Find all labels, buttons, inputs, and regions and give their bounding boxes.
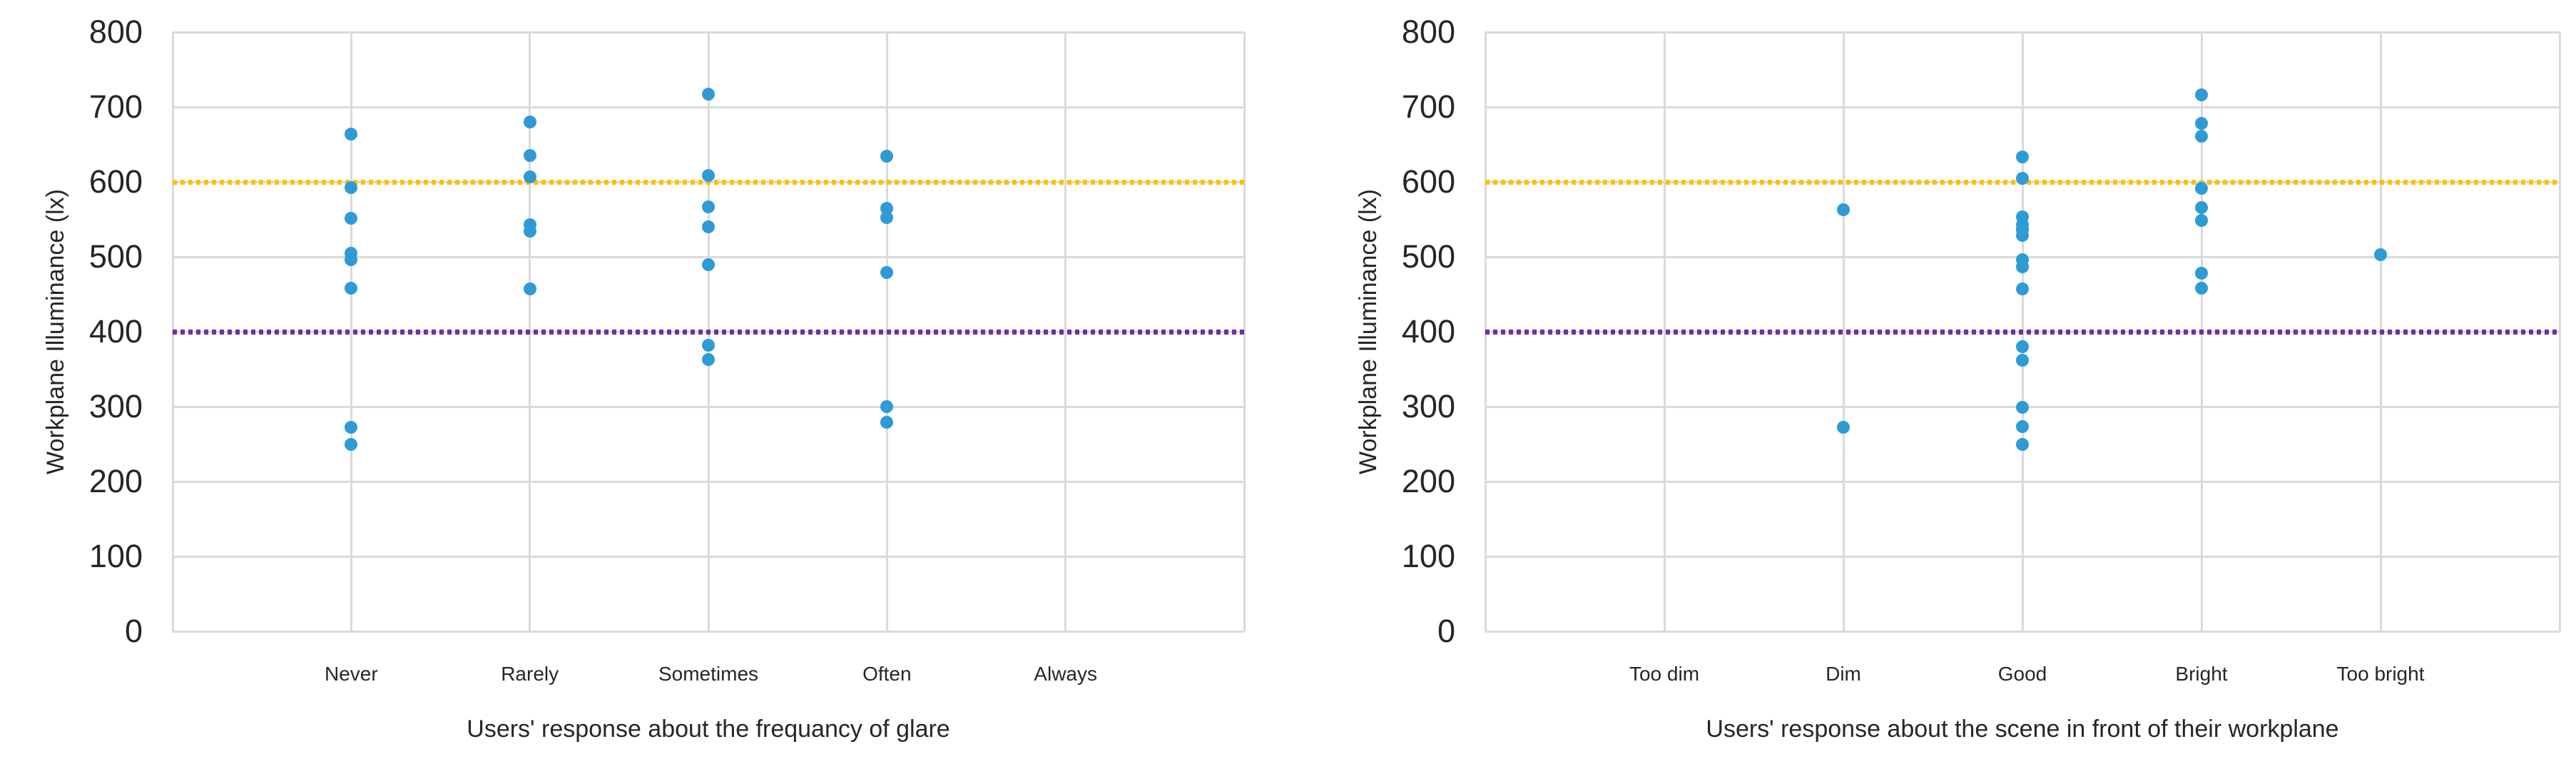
data-point [702,220,715,233]
data-point [702,200,715,213]
data-point [345,437,358,451]
data-point [2016,401,2029,414]
data-point [2195,282,2208,295]
data-point [2016,340,2029,353]
category-label: Always [1034,663,1098,685]
category-label: Good [1997,663,2047,685]
category-label: Sometimes [658,663,759,685]
data-point [2195,117,2208,131]
category-label: Often [862,663,912,685]
y-tick-label: 700 [88,88,143,125]
data-point [345,253,358,267]
data-point [2016,171,2029,185]
data-point [2195,129,2208,143]
x-axis-title: Users' response about the scene in front… [1706,715,2339,743]
data-point [702,338,715,352]
y-tick-label: 700 [1401,88,1455,125]
y-tick-label: 300 [88,388,143,424]
data-point [1837,421,1850,434]
data-point [880,201,894,215]
category-label: Too dim [1629,663,1700,685]
data-point [702,258,715,271]
y-tick-label: 0 [1437,613,1455,649]
y-tick-label: 0 [124,613,143,649]
data-point [2195,200,2208,214]
data-point [2016,282,2029,296]
data-point [2016,151,2029,164]
reference-line-400 [173,329,1244,335]
y-tick-label: 300 [1401,388,1455,424]
gridline-vertical [1243,32,1246,631]
data-point [523,225,536,238]
y-tick-label: 600 [88,163,143,200]
y-tick-label: 800 [1401,14,1455,50]
data-point [2195,213,2208,227]
data-point [523,170,536,183]
data-point [2195,88,2208,102]
data-point [880,266,894,280]
data-point [523,149,536,163]
data-point [2016,437,2029,451]
plot-area [1484,31,2561,633]
data-point [345,127,358,141]
y-tick-label: 200 [1401,463,1455,499]
data-point [2195,267,2208,280]
data-point [1837,203,1850,216]
category-label: Dim [1826,663,1861,685]
data-point [523,282,536,296]
data-point [702,352,715,366]
y-tick-label: 200 [88,463,143,499]
data-point [880,416,894,429]
data-point [702,168,715,182]
y-tick-label: 500 [1401,238,1455,275]
category-label: Bright [2175,663,2228,685]
glare-frequency-chart: Workplane Illuminance (lx) 0 100 200 300 400… [0,0,1246,769]
data-point [2374,248,2387,261]
category-label: Never [324,663,378,685]
gridline-horizontal [173,630,1244,633]
reference-line-400 [1485,329,2560,335]
y-tick-label: 100 [1401,538,1455,574]
gridline-horizontal [1485,630,2560,633]
category-label: Too bright [2336,663,2425,685]
data-point [2016,228,2029,242]
y-tick-label: 500 [88,238,143,275]
y-tick-label: 400 [88,313,143,350]
data-point [880,150,894,163]
data-point [702,88,715,101]
scene-response-chart: Workplane Illuminance (lx) 0 100 200 300 400… [1288,0,2576,769]
category-label: Rarely [501,663,559,685]
y-axis-tick-labels: 0 100 200 300 400 500 600 700 800 [0,0,143,769]
data-point [2016,420,2029,434]
plot-area [171,31,1246,633]
data-point [523,116,536,128]
y-tick-label: 600 [1401,163,1455,200]
data-point [2195,182,2208,195]
data-point [2016,353,2029,367]
data-point [880,400,894,413]
y-tick-label: 400 [1401,313,1455,350]
data-point [345,282,358,295]
y-tick-label: 100 [88,538,143,574]
data-point [345,181,358,195]
x-axis-title: Users' response about the frequancy of g… [467,715,950,743]
reference-line-600 [173,179,1244,185]
data-point [345,421,358,434]
data-point [880,211,894,225]
y-tick-label: 800 [88,14,143,50]
data-point [2016,260,2029,273]
data-point [345,212,358,225]
gridline-vertical [2558,32,2561,631]
y-axis-tick-labels: 0 100 200 300 400 500 600 700 800 [1288,0,1455,769]
